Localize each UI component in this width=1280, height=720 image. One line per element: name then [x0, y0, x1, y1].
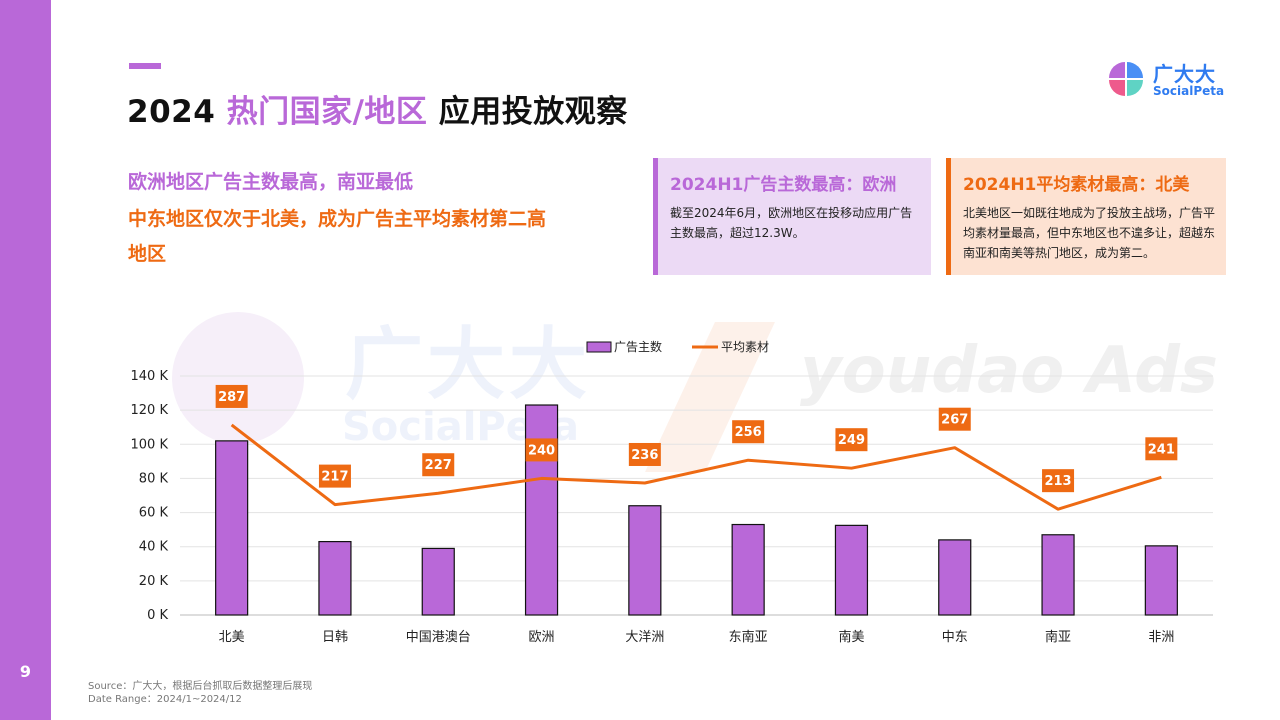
socialpeta-logo-icon	[1109, 62, 1143, 96]
data-label: 287	[218, 390, 245, 405]
page-title: 2024 热门国家/地区 应用投放观察	[127, 86, 628, 131]
headline-line-3: 地区	[128, 243, 167, 265]
data-label: 249	[838, 433, 865, 448]
title-highlight: 热门国家/地区	[226, 94, 428, 130]
data-label-box	[318, 464, 351, 488]
insight-card-creatives: 2024H1平均素材最高：北美 北美地区一如既往地成为了投放主战场，广告平均素材…	[946, 158, 1226, 275]
title-accent-dash	[129, 63, 161, 69]
data-label: 227	[425, 458, 452, 473]
title-rest: 应用投放观察	[438, 94, 628, 130]
legend-bar-swatch	[586, 341, 612, 353]
data-label-box	[732, 420, 765, 444]
data-label-box	[215, 384, 248, 408]
data-label: 236	[631, 448, 658, 463]
data-label: 256	[735, 425, 762, 440]
data-label-box	[1042, 469, 1075, 493]
card-title: 2024H1平均素材最高：北美	[963, 175, 1190, 195]
bar	[938, 539, 972, 616]
y-tick-label: 120 K	[131, 403, 169, 418]
bar	[1144, 545, 1178, 616]
source-note: Source：广大大，根据后台抓取后数据整理后展现 Date Range：202…	[88, 680, 312, 706]
x-tick-label: 非洲	[1148, 630, 1174, 645]
data-label: 217	[321, 470, 348, 485]
data-label: 267	[941, 413, 968, 428]
y-tick-label: 20 K	[139, 574, 169, 589]
brand-logo: 广大大 SocialPeta	[1108, 60, 1224, 100]
data-label: 240	[528, 443, 555, 458]
combo-chart: 0 K 20 K 40 K 60 K 80 K 100 K 120 K 140 K 北美 日韩 中国…	[131, 339, 1213, 645]
data-label-box	[422, 453, 455, 477]
y-tick-label: 40 K	[139, 540, 169, 555]
x-tick-label: 欧洲	[529, 630, 555, 645]
x-tick-label: 东南亚	[729, 629, 768, 645]
headline-line-1: 欧洲地区广告主数最高，南亚最低	[128, 171, 414, 193]
y-tick-label: 80 K	[139, 471, 169, 486]
data-label-box	[628, 442, 661, 466]
left-accent-bar	[0, 0, 51, 720]
legend-bar-label: 广告主数	[614, 339, 662, 354]
card-text: 截至2024年6月，欧洲地区在投移动应用广告主数最高，超过12.3W。	[670, 206, 913, 240]
data-label: 241	[1148, 442, 1175, 457]
x-tick-label: 南亚	[1045, 629, 1071, 645]
insight-card-advertisers: 2024H1广告主数最高：欧洲 截至2024年6月，欧洲地区在投移动应用广告主数…	[653, 158, 931, 275]
bar	[318, 540, 352, 616]
source-line: Source：广大大，根据后台抓取后数据整理后展现	[88, 681, 313, 692]
x-tick-label: 日韩	[322, 630, 348, 645]
bar	[215, 440, 249, 616]
data-label-box	[835, 428, 868, 452]
card-title: 2024H1广告主数最高：欧洲	[670, 175, 897, 195]
bar	[524, 404, 559, 616]
x-tick-label: 南美	[838, 629, 864, 645]
y-tick-label: 140 K	[131, 369, 169, 384]
x-tick-label: 中东	[942, 630, 968, 645]
bar	[628, 505, 662, 616]
page-number: 9	[19, 662, 32, 681]
logo-cn-text: 广大大	[1153, 62, 1216, 86]
series-line	[230, 423, 1162, 511]
y-tick-label: 0 K	[147, 608, 168, 623]
y-tick-label: 60 K	[139, 506, 169, 521]
data-label-box	[1145, 437, 1178, 461]
card-text: 北美地区一如既往地成为了投放主战场，广告平均素材量最高，但中东地区也不遑多让，超…	[963, 206, 1216, 260]
bar	[421, 547, 455, 616]
data-label: 213	[1044, 474, 1071, 489]
bar	[731, 523, 765, 616]
headline-line-2: 中东地区仅次于北美，成为广告主平均素材第二高	[128, 208, 547, 230]
x-tick-label: 中国港澳台	[406, 629, 471, 645]
legend-line-label: 平均素材	[721, 340, 769, 354]
bar	[834, 524, 869, 616]
bar	[1041, 534, 1075, 616]
title-year: 2024	[127, 94, 216, 130]
x-tick-label: 大洋洲	[625, 630, 664, 645]
x-tick-label: 北美	[219, 630, 245, 645]
y-tick-label: 100 K	[131, 437, 169, 452]
data-label-box	[938, 407, 971, 431]
logo-en-text: SocialPeta	[1153, 84, 1225, 98]
date-range-line: Date Range：2024/1~2024/12	[88, 694, 242, 705]
data-label-box	[525, 438, 558, 462]
